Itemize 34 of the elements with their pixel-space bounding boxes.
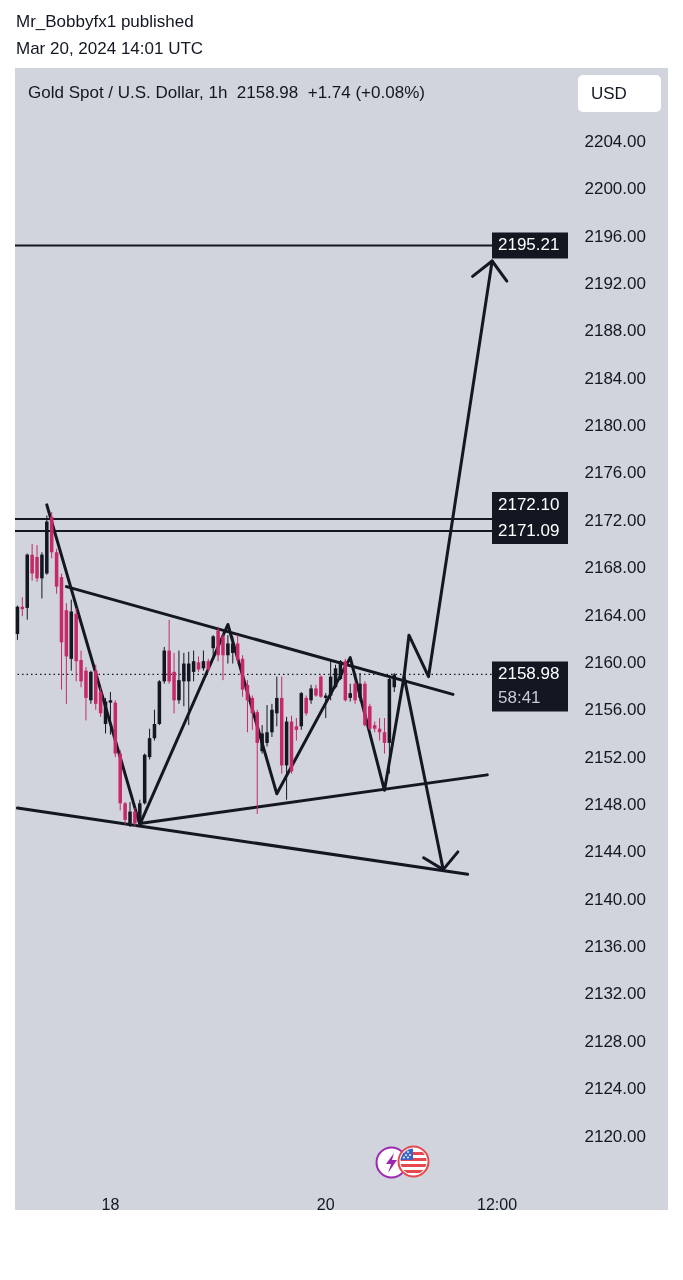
ref-line-label: 2171.09 (498, 521, 560, 541)
ref-line-label: 2195.21 (498, 235, 560, 255)
text: Gold Spot / U.S. Dollar, 1h 2158.98 +1.74 (+0.08%) (28, 83, 425, 103)
y-tick-label: 2184.00 (584, 368, 646, 388)
y-tick-label: 2196.00 (584, 226, 646, 246)
x-tick-label: 18 (101, 1195, 120, 1213)
y-tick-label: 2192.00 (584, 273, 646, 293)
y-tick-label: 2168.00 (584, 558, 646, 578)
annotation: 58:41 (498, 688, 541, 708)
y-tick-label: 2176.00 (584, 463, 646, 483)
y-tick-label: 2124.00 (584, 1079, 646, 1099)
y-tick-label: 2180.00 (584, 416, 646, 436)
y-tick-label: 2120.00 (584, 1126, 646, 1146)
y-tick-label: 2136.00 (584, 937, 646, 957)
text: Mr_Bobbyfx1 published (16, 12, 194, 32)
y-tick-label: 2204.00 (584, 131, 646, 151)
y-tick-label: 2148.00 (584, 794, 646, 814)
ref-line-label: 2158.98 (498, 664, 560, 684)
y-tick-label: 2140.00 (584, 889, 646, 909)
y-tick-label: 2132.00 (584, 984, 646, 1004)
x-tick-label: 20 (316, 1195, 335, 1213)
y-tick-label: 2152.00 (584, 747, 646, 767)
ref-line-label: 2172.10 (498, 495, 560, 515)
y-tick-label: 2188.00 (584, 321, 646, 341)
y-tick-label: 2156.00 (584, 700, 646, 720)
y-tick-label: 2160.00 (584, 652, 646, 672)
y-tick-label: 2164.00 (584, 605, 646, 625)
y-tick-label: 2128.00 (584, 1031, 646, 1051)
y-tick-label: 2200.00 (584, 179, 646, 199)
y-tick-label: 2172.00 (584, 510, 646, 530)
currency-button: USD (578, 75, 661, 112)
y-tick-label: 2144.00 (584, 842, 646, 862)
text: Mar 20, 2024 14:01 UTC (16, 39, 204, 59)
x-tick-label: 12:00 (477, 1195, 518, 1213)
